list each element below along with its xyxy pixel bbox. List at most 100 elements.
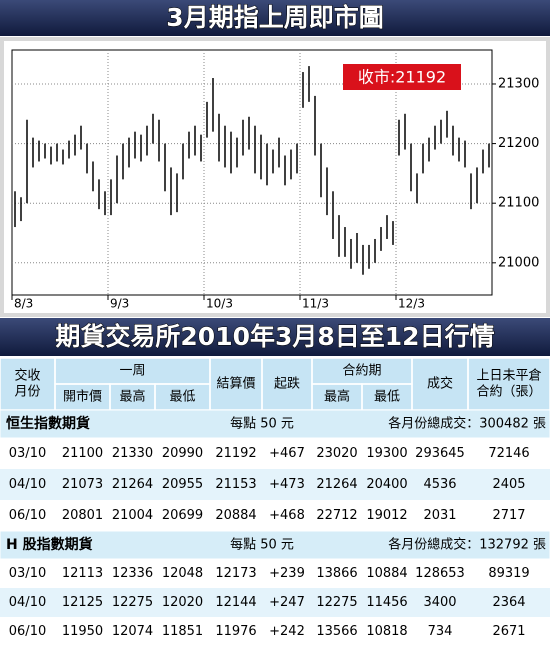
plot-area (11, 49, 493, 296)
table-cell: 12125 (62, 595, 103, 610)
x-tick-label: 8/3 (14, 297, 33, 311)
y-tick-label: 21100 (498, 196, 539, 211)
x-tick-label: 10/3 (206, 297, 233, 311)
table-cell: 734 (428, 624, 453, 639)
x-tick-label: 11/3 (302, 297, 329, 311)
table-cell: 22712 (316, 508, 357, 523)
chart-background (4, 41, 546, 313)
table-cell: 2405 (492, 477, 525, 492)
table-cell: 21004 (112, 508, 153, 523)
chart-title: 3月期指上周即市圖 (166, 3, 383, 32)
table-cell: 12173 (215, 566, 256, 581)
section-unit: 每點 50 元 (230, 537, 294, 553)
table-cell: 21264 (112, 477, 153, 492)
table-cell: 20955 (162, 477, 203, 492)
table-cell: 11851 (162, 624, 203, 639)
table-cell: 21073 (62, 477, 103, 492)
title-banner (0, 0, 550, 36)
header-label: 成交 (427, 376, 453, 392)
section-unit: 每點 50 元 (230, 416, 294, 432)
table-cell: 13566 (316, 624, 357, 639)
table-cell: 19012 (366, 508, 407, 523)
y-tick-label: 21300 (498, 76, 539, 91)
y-tick-label: 21200 (498, 136, 539, 151)
table-cell: 11950 (62, 624, 103, 639)
annotation-box (343, 64, 461, 90)
table-cell: 12048 (162, 566, 203, 581)
table-cell: 21330 (112, 446, 153, 461)
header-label: 月份 (14, 385, 40, 400)
table-cell: 72146 (488, 446, 529, 461)
table-cell: 4536 (423, 477, 456, 492)
table-title: 期貨交易所2010年3月8日至12日行情 (55, 322, 494, 351)
x-tick-label: 9/3 (110, 297, 129, 311)
table-cell: 20884 (215, 508, 256, 523)
section-row (0, 409, 550, 439)
header-label: 合約（張） (476, 385, 541, 400)
table-cell: +242 (269, 624, 305, 639)
table-cell: 21153 (215, 477, 256, 492)
table-cell: 2364 (492, 595, 525, 610)
table-cell: 19300 (366, 446, 407, 461)
table-cell: 20990 (162, 446, 203, 461)
table-cell: 89319 (488, 566, 529, 581)
section-name: H 股指數期貨 (6, 536, 93, 553)
table-cell: 2671 (492, 624, 525, 639)
header-label: 上日未平倉 (476, 369, 541, 384)
header-label: 合約期 (342, 364, 381, 379)
annotation: 收市:21192 (358, 68, 446, 87)
table-row (0, 617, 550, 646)
table-cell: 03/10 (9, 446, 46, 461)
table-cell: 12336 (112, 566, 153, 581)
table-cell: 12020 (162, 595, 203, 610)
table-cell: 12113 (62, 566, 103, 581)
header-label: 交收 (14, 368, 40, 384)
table-cell: +467 (269, 446, 305, 461)
table-cell: +247 (269, 595, 305, 610)
table-row (0, 559, 550, 588)
table-row (0, 500, 550, 531)
table-cell: 10818 (366, 624, 407, 639)
table-row (0, 588, 550, 617)
header-label: 最高 (119, 389, 145, 405)
table-cell: 12144 (215, 595, 256, 610)
table-cell: 128653 (415, 566, 465, 581)
table-cell: 12275 (316, 595, 357, 610)
table-cell: +473 (269, 477, 305, 492)
header-label: 開市價 (63, 389, 102, 405)
table-cell: +468 (269, 508, 305, 523)
table-cell: 21192 (215, 446, 256, 461)
table-cell: 06/10 (9, 624, 46, 639)
section-total: 各月份總成交：300482 張 (388, 416, 546, 432)
table-cell: +239 (269, 566, 305, 581)
table-cell: 20801 (62, 508, 103, 523)
table-cell: 11976 (215, 624, 256, 639)
table-row (0, 438, 550, 469)
table-cell: 2031 (423, 508, 456, 523)
table-cell: 04/10 (9, 595, 46, 610)
x-tick-label: 12/3 (398, 297, 425, 311)
table-cell: 293645 (415, 446, 465, 461)
table-cell: 03/10 (9, 566, 46, 581)
header-label: 一周 (119, 364, 145, 379)
section-total: 各月份總成交：132792 張 (388, 537, 546, 553)
table-row (0, 469, 550, 500)
table-cell: 21264 (316, 477, 357, 492)
table-cell: 13866 (316, 566, 357, 581)
table-cell: 3400 (423, 595, 456, 610)
section-name: 恒生指數期貨 (6, 415, 90, 432)
table-cell: 04/10 (9, 477, 46, 492)
header-label: 起跌 (274, 376, 300, 392)
table-cell: 23020 (316, 446, 357, 461)
table-cell: 06/10 (9, 508, 46, 523)
header-label: 最高 (324, 389, 350, 405)
table-cell: 2717 (492, 508, 525, 523)
table-cell: 20400 (366, 477, 407, 492)
header-label: 最低 (169, 390, 195, 405)
y-tick-label: 21000 (498, 255, 539, 270)
table-cell: 11456 (366, 595, 407, 610)
table-cell: 20699 (162, 508, 203, 523)
table-cell: 21100 (62, 446, 103, 461)
table-cell: 12275 (112, 595, 153, 610)
